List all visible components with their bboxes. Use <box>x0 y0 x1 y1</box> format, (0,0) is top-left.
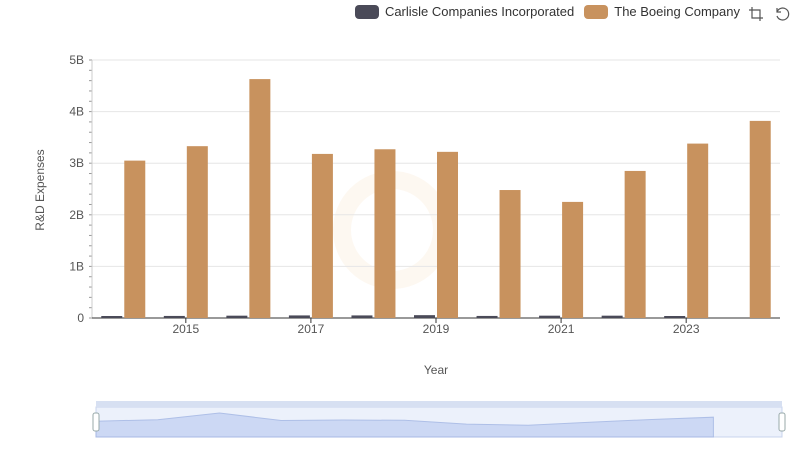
bar-carlisle <box>351 315 373 318</box>
y-tick-label: 1B <box>69 259 84 273</box>
legend-swatch-boeing <box>584 4 609 19</box>
y-tick-label: 2B <box>69 208 84 222</box>
legend: Carlisle Companies Incorporated The Boei… <box>354 4 740 19</box>
bar-carlisle <box>226 315 248 318</box>
datazoom-preview <box>95 412 714 438</box>
zoom-icon[interactable] <box>748 6 764 22</box>
bar-carlisle <box>601 315 623 318</box>
x-tick-label: 2017 <box>298 322 325 336</box>
bar-boeing <box>124 160 146 318</box>
bar-boeing <box>687 143 709 318</box>
bar-carlisle <box>664 316 686 318</box>
legend-item-carlisle[interactable]: Carlisle Companies Incorporated <box>354 4 575 19</box>
x-tick-label: 2021 <box>548 322 575 336</box>
datazoom-top-bar <box>96 401 782 407</box>
y-axis-title: R&D Expenses <box>33 149 47 230</box>
bar-boeing <box>311 153 333 318</box>
legend-swatch-carlisle <box>354 4 379 19</box>
bar-boeing <box>624 170 646 318</box>
bar-carlisle <box>539 315 561 318</box>
bar-boeing <box>186 146 208 318</box>
bar-carlisle <box>163 315 185 318</box>
y-tick-label: 3B <box>69 156 84 170</box>
bar-boeing <box>374 149 396 318</box>
restore-icon[interactable] <box>774 6 790 22</box>
bar-boeing <box>249 79 271 318</box>
bar-boeing <box>499 190 521 318</box>
x-tick-label: 2023 <box>673 322 700 336</box>
bar-carlisle <box>476 315 498 318</box>
datazoom-handle-left[interactable] <box>92 412 100 432</box>
legend-item-boeing[interactable]: The Boeing Company <box>584 4 740 19</box>
x-tick-label: 2015 <box>172 322 199 336</box>
x-axis-title: Year <box>424 363 448 377</box>
y-tick-label: 5B <box>69 53 84 67</box>
y-tick-label: 0 <box>77 311 84 325</box>
bar-boeing <box>562 201 584 318</box>
y-tick-label: 4B <box>69 105 84 119</box>
datazoom-handle-right[interactable] <box>778 412 786 432</box>
bar-carlisle <box>414 315 435 318</box>
legend-label-carlisle: Carlisle Companies Incorporated <box>384 4 575 19</box>
legend-label-boeing: The Boeing Company <box>614 4 740 19</box>
x-tick-label: 2019 <box>423 322 450 336</box>
toolbox <box>748 6 790 22</box>
bar-carlisle <box>101 316 123 318</box>
bar-boeing <box>749 120 771 318</box>
bar-boeing <box>437 151 458 318</box>
bar-carlisle <box>288 315 310 318</box>
